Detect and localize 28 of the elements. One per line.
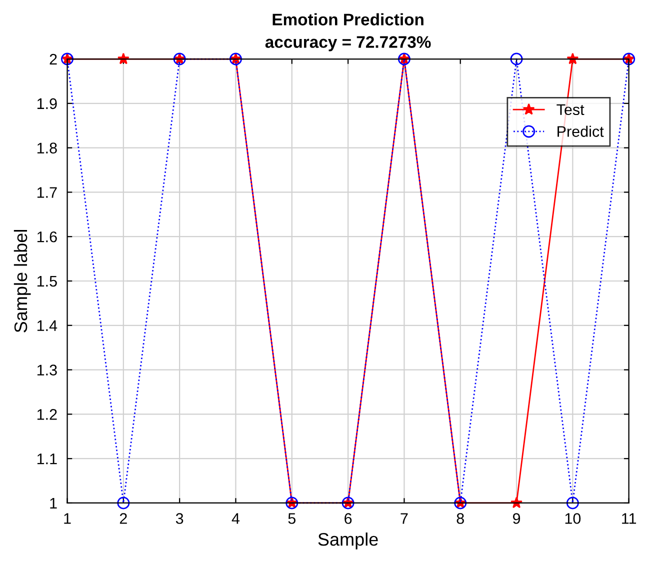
y-tick-label: 1 bbox=[50, 498, 57, 509]
x-tick-label: 3 bbox=[176, 513, 184, 524]
y-tick-label: 1.5 bbox=[37, 276, 57, 287]
x-tick-label: 10 bbox=[565, 513, 581, 524]
y-tick-label: 1.6 bbox=[37, 231, 57, 242]
legend-label: Predict bbox=[558, 126, 604, 137]
x-tick-label: 6 bbox=[344, 513, 352, 524]
x-tick-label: 5 bbox=[288, 513, 296, 524]
x-axis-title: Sample bbox=[318, 532, 378, 550]
chart-subtitle: accuracy = 72.7273% bbox=[265, 36, 431, 52]
chart-title: Emotion Prediction bbox=[272, 13, 424, 26]
legend-label: Test bbox=[556, 104, 584, 116]
y-tick-label: 1.8 bbox=[37, 142, 57, 154]
y-tick-label: 1.2 bbox=[37, 409, 57, 420]
x-tick-label: 8 bbox=[456, 513, 464, 524]
x-tick-label: 4 bbox=[232, 513, 240, 524]
y-axis-title: Sample label bbox=[14, 230, 31, 332]
x-tick-label: 11 bbox=[622, 513, 636, 524]
y-tick-label: 1.9 bbox=[37, 98, 57, 110]
x-tick-label: 2 bbox=[120, 513, 127, 524]
x-tick-label: 9 bbox=[512, 513, 520, 524]
y-tick-label: 1.4 bbox=[37, 320, 58, 331]
x-tick-label: 7 bbox=[400, 513, 408, 524]
y-tick-label: 2 bbox=[50, 54, 57, 65]
y-tick-label: 1.7 bbox=[37, 187, 57, 198]
y-tick-label: 1.1 bbox=[37, 454, 57, 464]
y-tick-label: 1.3 bbox=[37, 364, 57, 376]
x-tick-label: 1 bbox=[64, 513, 71, 524]
